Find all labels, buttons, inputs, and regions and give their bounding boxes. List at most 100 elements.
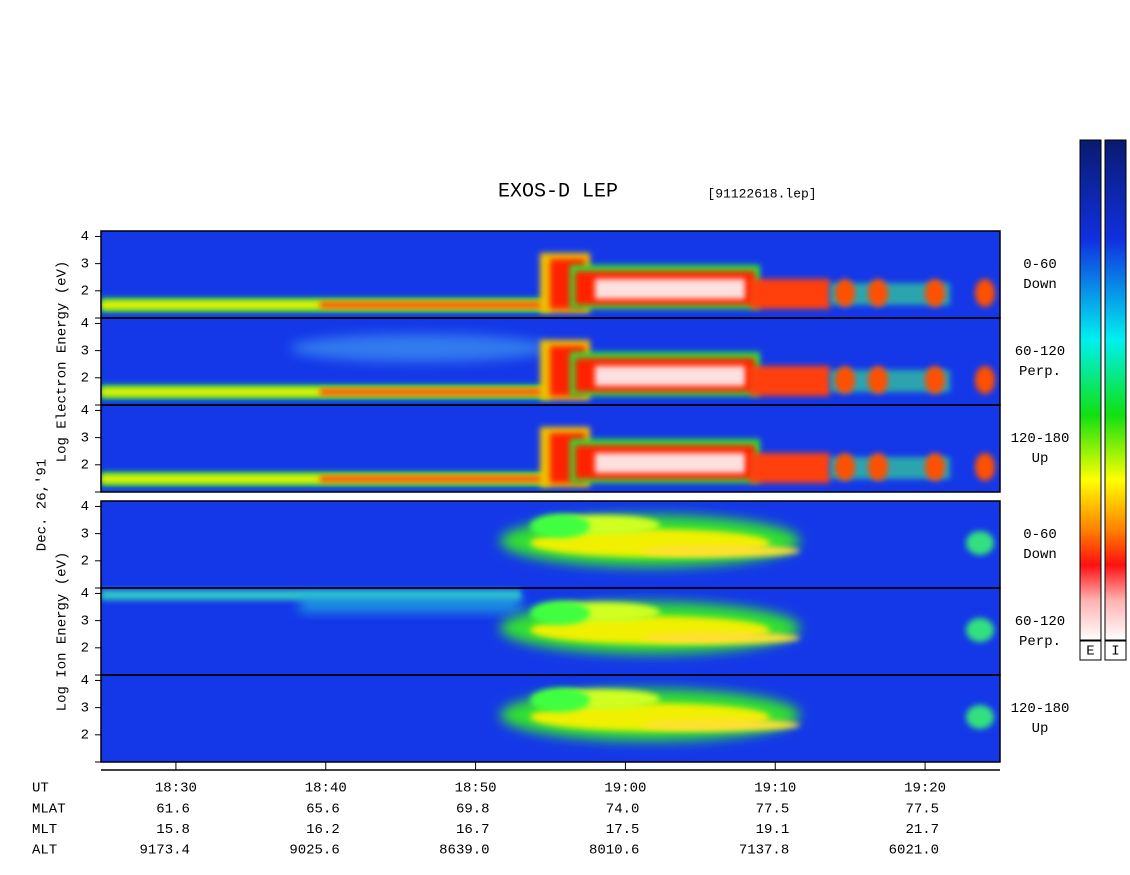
row-value: 77.5 <box>756 802 790 818</box>
row-value: 15.8 <box>156 822 190 838</box>
chart-subtitle: [91122618.lep] <box>707 186 816 201</box>
row-value: 17.5 <box>606 822 640 838</box>
spectrogram-feature <box>750 453 830 483</box>
spectrogram-feature <box>640 632 800 644</box>
row-value: 74.0 <box>606 802 640 818</box>
spectrogram-feature <box>320 476 550 482</box>
panel-label: 0-60 <box>1023 527 1057 543</box>
row-value: 69.8 <box>456 802 490 818</box>
spectrogram-feature <box>830 457 950 479</box>
panel-label: Perp. <box>1019 364 1061 380</box>
spectrogram-feature <box>966 531 994 555</box>
spectrogram-feature <box>830 283 950 305</box>
spectrogram-feature <box>595 366 745 386</box>
color-bar-box <box>1104 640 1127 661</box>
y-tick-label: 2 <box>81 458 89 474</box>
spectrogram-feature <box>320 302 550 308</box>
panel-label: 120-180 <box>1011 431 1070 447</box>
spectrogram-feature <box>290 334 550 362</box>
spectrogram-feature <box>966 618 994 642</box>
spectrogram-feature <box>320 389 550 395</box>
spectrogram-feature <box>925 453 945 481</box>
y-tick-label: 2 <box>81 728 89 744</box>
y-tick-label: 4 <box>81 316 89 332</box>
spectrogram-feature <box>925 279 945 307</box>
spectrogram-feature <box>530 688 590 712</box>
y-axis-label: Log Ion Energy (eV) <box>55 552 71 712</box>
spectrogram-feature <box>925 366 945 394</box>
row-value: 16.7 <box>456 822 490 838</box>
panel-frame <box>100 674 1001 763</box>
y-tick-label: 4 <box>81 403 89 419</box>
spectrogram-feature <box>835 279 855 307</box>
spectrogram-feature <box>868 279 888 307</box>
y-tick-label: 3 <box>81 256 89 272</box>
spectrogram-feature <box>830 370 950 392</box>
color-bar-label: E <box>1086 644 1094 660</box>
spectrogram-feature <box>640 719 800 731</box>
panel-label: 0-60 <box>1023 257 1057 273</box>
panel-label: Down <box>1023 277 1057 293</box>
spectrogram-feature <box>530 601 590 625</box>
spectrogram-feature <box>530 514 590 538</box>
y-tick-label: 4 <box>81 673 89 689</box>
row-value: 65.6 <box>306 802 340 818</box>
spectrogram-feature <box>750 366 830 396</box>
spectrogram-feature <box>868 453 888 481</box>
panel-label: Down <box>1023 547 1057 563</box>
spectrogram-area <box>101 231 1000 762</box>
row-value: 6021.0 <box>889 843 939 859</box>
row-value: 19.1 <box>756 822 790 838</box>
y-tick-label: 2 <box>81 641 89 657</box>
spectrogram-feature <box>101 590 521 600</box>
color-bar <box>1079 139 1102 641</box>
spectrogram-feature <box>595 453 745 473</box>
spectrogram-feature <box>750 279 830 309</box>
row-value: 9173.4 <box>139 843 189 859</box>
row-value: 21.7 <box>905 822 939 838</box>
spectrogram-feature <box>300 596 520 612</box>
y-tick-label: 2 <box>81 554 89 570</box>
row-name: ALT <box>32 843 57 859</box>
row-value: 77.5 <box>905 802 939 818</box>
panel-frame <box>100 404 1001 493</box>
y-tick-label: 3 <box>81 430 89 446</box>
panel-label: Up <box>1032 721 1049 737</box>
color-bar-label: I <box>1111 644 1119 660</box>
spectrogram-feature <box>868 366 888 394</box>
panel-label: 120-180 <box>1011 701 1070 717</box>
row-value: 16.2 <box>306 822 340 838</box>
chart-title: EXOS-D LEP <box>498 180 618 203</box>
panel-label: 60-120 <box>1015 614 1065 630</box>
y-tick-label: 2 <box>81 284 89 300</box>
x-tick-label: 18:40 <box>305 781 347 797</box>
row-value: 8010.6 <box>589 843 639 859</box>
row-value: 8639.0 <box>439 843 489 859</box>
y-tick-label: 4 <box>81 229 89 245</box>
y-axis-label: Log Electron Energy (eV) <box>55 261 71 463</box>
x-tick-label: 19:20 <box>904 781 946 797</box>
x-tick-label: 19:00 <box>604 781 646 797</box>
color-bar <box>1104 139 1127 641</box>
spectrogram-feature <box>835 453 855 481</box>
y-tick-label: 2 <box>81 371 89 387</box>
spectrogram-feature <box>966 705 994 729</box>
row-name: MLAT <box>32 802 66 818</box>
x-tick-label: 18:50 <box>455 781 497 797</box>
spectrogram-feature <box>640 545 800 557</box>
spectrogram-feature <box>975 279 995 307</box>
spectrogram-feature <box>975 453 995 481</box>
y-tick-label: 3 <box>81 343 89 359</box>
row-value: 7137.8 <box>739 843 789 859</box>
spectrogram-feature <box>835 366 855 394</box>
date-label: Dec. 26,'91 <box>35 459 51 551</box>
panel-label: 60-120 <box>1015 344 1065 360</box>
y-tick-label: 3 <box>81 613 89 629</box>
row-value: 9025.6 <box>289 843 339 859</box>
y-tick-label: 3 <box>81 526 89 542</box>
spectrogram-feature <box>595 279 745 299</box>
row-name: MLT <box>32 822 57 838</box>
x-tick-label: 18:30 <box>155 781 197 797</box>
panel-label: Perp. <box>1019 634 1061 650</box>
